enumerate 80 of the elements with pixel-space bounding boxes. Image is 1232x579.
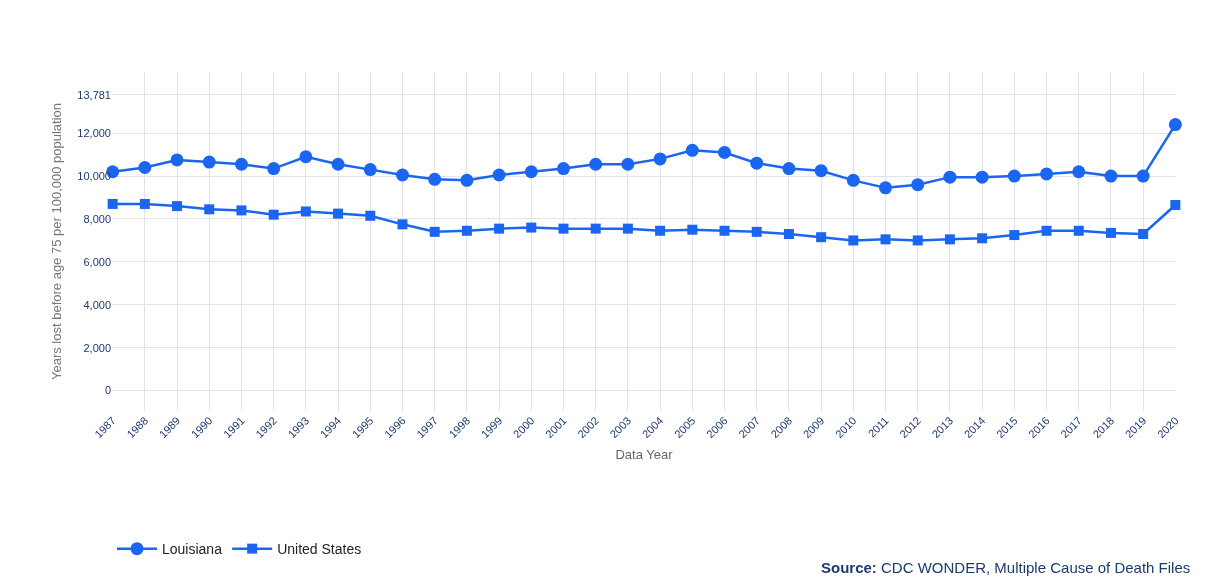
point [138, 160, 152, 174]
point [944, 234, 955, 245]
point [1009, 230, 1020, 241]
point [880, 234, 891, 245]
point [1104, 169, 1118, 183]
point [331, 157, 345, 171]
point [172, 201, 183, 212]
point [1138, 228, 1149, 239]
y-tick-label: 4,000 [83, 298, 111, 311]
legend-label: Louisiana [162, 541, 223, 558]
point [1105, 227, 1116, 238]
point [719, 225, 730, 236]
point [494, 223, 505, 234]
y-tick-label: 10,000 [77, 169, 111, 182]
point [461, 225, 472, 236]
point [526, 222, 537, 233]
point [655, 225, 666, 236]
point [1072, 165, 1086, 179]
point [1170, 200, 1181, 211]
point [139, 198, 150, 209]
point [333, 208, 344, 219]
point [814, 164, 828, 178]
point [782, 162, 796, 176]
point [1168, 118, 1182, 132]
point [429, 226, 440, 237]
point [204, 204, 215, 215]
point [816, 232, 827, 243]
x-axis-title: Data Year [615, 446, 674, 462]
y-axis-title: Years lost before age 75 per 100,000 population [49, 102, 65, 381]
point [977, 233, 988, 244]
point [943, 170, 957, 184]
point [397, 219, 408, 230]
point [783, 228, 794, 239]
point [492, 168, 506, 182]
y-tick-label: 13,781 [77, 88, 111, 101]
point [363, 163, 377, 177]
y-tick-label: 6,000 [83, 255, 111, 268]
point [622, 223, 633, 234]
point [300, 206, 311, 217]
point [299, 150, 313, 164]
point [170, 153, 184, 167]
point [975, 170, 989, 184]
point [718, 145, 732, 159]
point [107, 198, 118, 209]
y-tick-label: 2,000 [83, 341, 111, 354]
point [653, 152, 667, 166]
legend-label: United States [277, 541, 362, 558]
point [1007, 169, 1021, 183]
y-tick-label: 12,000 [77, 127, 111, 139]
point [879, 181, 893, 195]
point [234, 157, 248, 171]
point [846, 173, 860, 187]
point [1041, 225, 1052, 236]
point [557, 162, 570, 176]
point [911, 178, 925, 192]
point [558, 223, 569, 234]
point [268, 209, 279, 220]
point [524, 165, 538, 179]
point [590, 223, 601, 234]
point [750, 156, 764, 170]
point [848, 235, 859, 246]
point [912, 235, 923, 246]
point [621, 157, 635, 171]
point [202, 155, 216, 169]
point [460, 173, 474, 187]
point [751, 226, 762, 237]
y-tick-label: 0 [104, 384, 111, 397]
point [236, 205, 247, 216]
point [1136, 169, 1150, 183]
point [1040, 167, 1054, 181]
point [428, 172, 442, 186]
point [267, 162, 281, 176]
point [589, 157, 603, 171]
source-note: Source: CDC WONDER, Multiple Cause of Death Files [821, 559, 1191, 576]
y-tick-label: 8,000 [83, 212, 111, 225]
point [395, 168, 409, 182]
point [685, 143, 699, 157]
point [365, 210, 376, 221]
point [1073, 225, 1084, 236]
point [687, 224, 698, 235]
